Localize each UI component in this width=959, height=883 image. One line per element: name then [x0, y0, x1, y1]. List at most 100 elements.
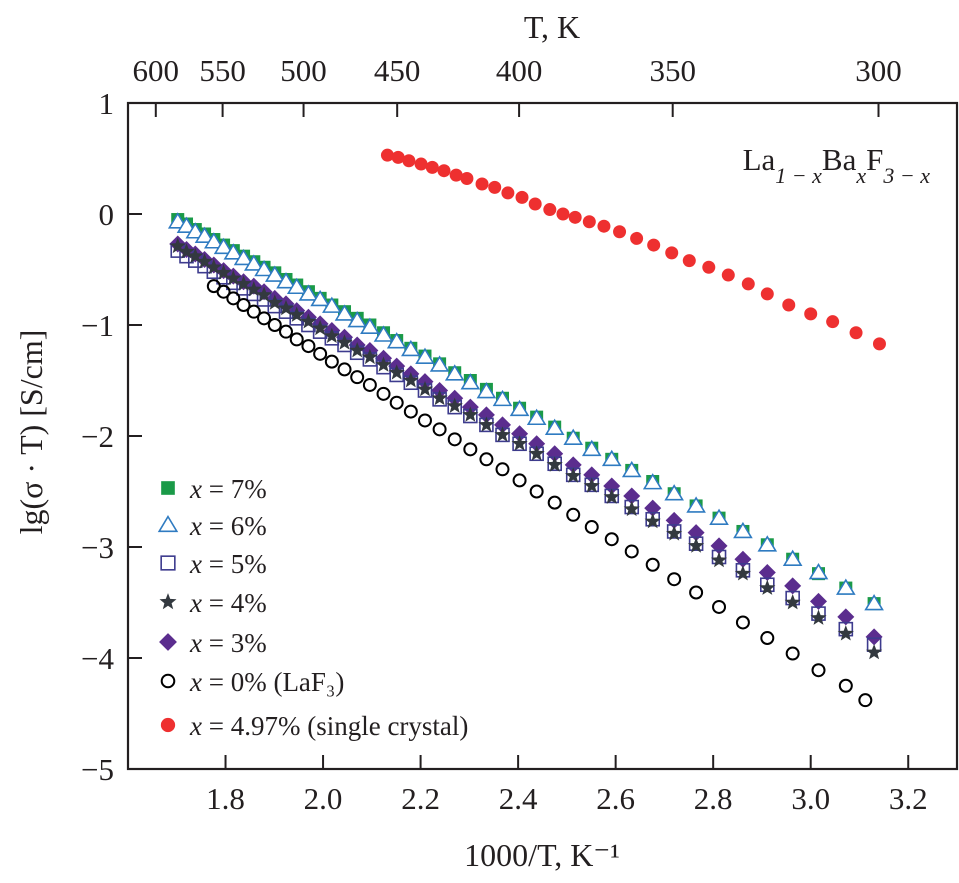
data-point-star-filled [710, 551, 728, 568]
data-point-circle-filled [475, 177, 489, 191]
data-point-star-filled [837, 625, 854, 641]
data-point-star-filled [187, 247, 204, 264]
data-point-star-filled [288, 306, 305, 322]
legend: x = 7% x = 6% x = 5% x = 4% x = 3% x = 0% (La… [157, 474, 468, 741]
legend-label: x = 7% [189, 474, 267, 504]
data-point-circle-open [267, 318, 282, 332]
legend-circle-filled-icon [160, 717, 176, 733]
data-point-circle-open [838, 678, 853, 693]
data-point-circle-open [624, 544, 639, 559]
data-point-star-filled [416, 380, 434, 397]
data-point-circle-filled [647, 238, 661, 252]
data-point-star-filled [277, 299, 295, 316]
data-point-triangle-open [386, 332, 407, 349]
data-point-triangle-open [429, 355, 450, 372]
legend-item: x = 4.97% (single crystal) [160, 711, 468, 741]
data-point-circle-open [337, 362, 352, 377]
data-point-triangle-open [254, 259, 274, 277]
data-point-circle-open [604, 532, 619, 547]
data-point-circle-open [257, 311, 272, 326]
data-point-star-filled [215, 264, 232, 280]
legend-label: x = 4.97% (single crystal) [189, 711, 468, 741]
data-point-circle-filled [872, 337, 886, 351]
data-point-triangle-open [194, 226, 215, 243]
data-point-triangle-open [322, 296, 342, 313]
data-point-circle-open [712, 599, 727, 614]
legend-square-filled-icon [161, 481, 175, 495]
legend-label: x = 0% (LaF₃) [189, 667, 344, 697]
data-point-circle-open [512, 473, 527, 488]
data-point-star-filled [666, 525, 683, 541]
data-point-star-filled [312, 319, 329, 336]
data-point-triangle-open [373, 325, 394, 342]
legend-item: x = 3% [159, 628, 267, 658]
series-triangle-open [167, 212, 884, 611]
top-tick-label: 350 [649, 53, 696, 88]
axes: 1.8 2.0 2.2 2.4 2.6 2.8 3.0 3.2 1 0 −1 −2 −3 −4 −5 600 5… [81, 53, 928, 816]
data-point-circle-filled [556, 207, 570, 221]
data-point-triangle-open [642, 473, 663, 490]
y-tick-label: −2 [81, 419, 114, 454]
data-point-circle-open [463, 442, 478, 457]
top-axis-label: T, K [524, 9, 580, 45]
data-point-triangle-open [185, 222, 206, 239]
data-point-circle-open [584, 520, 599, 535]
data-point-triangle-open [310, 289, 330, 307]
x-tick-label: 2.2 [401, 781, 440, 816]
legend-diamond-filled-icon [159, 633, 177, 651]
data-point-triangle-open [334, 304, 355, 321]
data-point-star-filled [266, 294, 283, 310]
data-point-circle-filled [682, 254, 696, 268]
top-tick-label: 300 [855, 53, 902, 88]
data-point-star-filled [511, 435, 528, 451]
data-point-circle-filled [380, 148, 394, 162]
data-point-circle-filled [449, 168, 463, 182]
data-point-circle-open [350, 370, 365, 385]
data-point-triangle-open [347, 311, 368, 328]
data-point-triangle-open [686, 496, 706, 513]
data-point-circle-filled [849, 326, 863, 340]
data-point-star-filled [300, 313, 317, 329]
legend-item: x = 0% (LaF₃) [160, 667, 344, 697]
y-axis-label: lg(σ · T) [S/cm] [13, 330, 49, 535]
series-circle-filled [380, 148, 886, 351]
data-point-star-filled [375, 356, 392, 372]
data-point-star-filled [402, 372, 419, 388]
data-point-star-filled [336, 334, 353, 350]
data-point-triangle-open [204, 232, 224, 249]
x-tick-label: 3.2 [889, 781, 928, 816]
x-tick-label: 2.4 [499, 781, 538, 816]
data-point-circle-filled [528, 197, 542, 211]
legend-label: x = 5% [189, 549, 267, 579]
data-point-triangle-open [213, 237, 234, 255]
data-point-star-filled [178, 243, 195, 259]
data-point-circle-open [389, 395, 404, 410]
legend-label: x = 6% [189, 511, 267, 541]
data-point-circle-filled [543, 203, 557, 217]
data-point-circle-filled [804, 307, 818, 321]
data-point-circle-filled [402, 154, 416, 168]
data-point-circle-open [735, 615, 750, 630]
data-point-diamond-filled [837, 608, 855, 626]
data-point-circle-open [529, 484, 544, 499]
data-point-circle-filled [597, 219, 611, 233]
data-point-triangle-open [176, 216, 197, 234]
data-point-diamond-filled [810, 592, 828, 610]
y-tick-label: −3 [81, 530, 114, 565]
data-point-triangle-open [621, 460, 642, 478]
data-point-star-filled [225, 269, 242, 286]
data-point-diamond-filled [758, 564, 776, 582]
data-point-circle-open [547, 495, 562, 510]
x-tick-label: 1.8 [206, 781, 245, 816]
data-point-circle-open [236, 298, 251, 313]
data-point-circle-open [376, 386, 391, 401]
data-point-circle-filled [721, 268, 735, 282]
data-point-diamond-filled [784, 577, 802, 595]
data-marks [167, 148, 886, 708]
data-point-circle-open [432, 422, 447, 437]
data-point-circle-filled [630, 231, 644, 245]
data-point-triangle-open [563, 428, 584, 446]
data-point-circle-filled [437, 164, 451, 178]
data-point-circle-filled [425, 160, 439, 174]
